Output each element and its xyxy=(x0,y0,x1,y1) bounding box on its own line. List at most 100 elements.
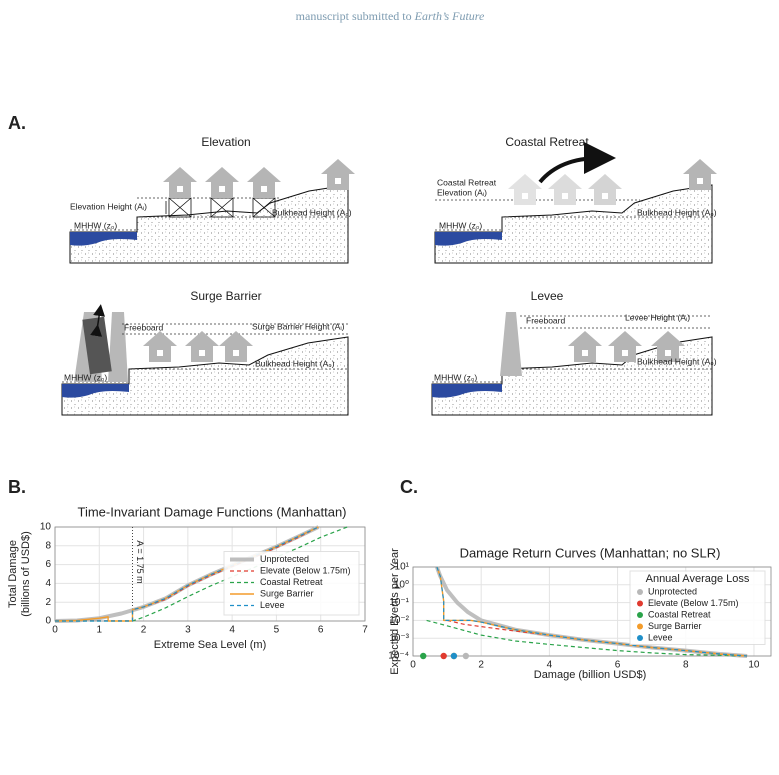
diagram-label: Elevation (Aᵢ) xyxy=(437,187,487,197)
house-roof xyxy=(588,174,622,189)
series-line xyxy=(55,526,348,622)
x-tick-label: 0 xyxy=(410,660,416,671)
x-tick-label: 3 xyxy=(185,625,191,636)
diagram-label: Bulkhead Height (A₀) xyxy=(255,358,335,368)
house-roof xyxy=(185,331,219,346)
legend-marker xyxy=(637,635,643,641)
legend-label: Surge Barrier xyxy=(648,621,702,631)
house-window xyxy=(335,178,341,184)
x-tick-label: 10 xyxy=(748,660,760,671)
diagram-label: Freeboard xyxy=(526,315,565,325)
diagram-label: Levee Height (Aᵢ) xyxy=(625,312,690,322)
diagram-title: Surge Barrier xyxy=(190,289,261,303)
annotation: A = 1.75 m xyxy=(135,540,145,583)
house-window xyxy=(602,193,608,199)
house-roof xyxy=(205,167,239,182)
legend-label: Coastal Retreat xyxy=(648,609,711,619)
retreat-arrow xyxy=(538,142,616,184)
diagram-label: MHHW (z₀) xyxy=(434,372,477,382)
water xyxy=(70,232,137,246)
y-tick-label: 10⁰ xyxy=(394,579,409,590)
y-tick-label: 10⁻³ xyxy=(389,633,409,644)
house-window xyxy=(582,350,588,356)
y-tick-label: 10 xyxy=(40,522,52,533)
legend-marker xyxy=(637,623,643,630)
y-axis-label: Total Damage xyxy=(7,540,19,608)
legend-label: Surge Barrier xyxy=(260,588,314,598)
ground xyxy=(434,184,713,264)
house-roof xyxy=(683,159,717,174)
plot-frame xyxy=(412,566,772,657)
legend-marker xyxy=(637,589,643,595)
legend-title: Annual Average Loss xyxy=(646,573,750,585)
series-line xyxy=(426,619,741,657)
house-window xyxy=(562,193,568,199)
header-text: manuscript submitted to xyxy=(296,9,412,23)
house-window xyxy=(157,350,163,356)
x-axis-label: Damage (billion USD$) xyxy=(534,669,647,681)
house-window xyxy=(233,350,239,356)
water xyxy=(432,384,502,398)
legend-box xyxy=(223,551,360,616)
chart-title: Time-Invariant Damage Functions (Manhatt… xyxy=(77,504,346,519)
gate-arrow xyxy=(90,304,106,337)
ground xyxy=(61,336,349,416)
x-tick-label: 6 xyxy=(615,660,621,671)
y-tick-label: 4 xyxy=(45,578,51,589)
diagram-label: MHHW (z₀) xyxy=(64,372,107,382)
legend-box xyxy=(629,570,766,645)
chart-title: Damage Return Curves (Manhattan; no SLR) xyxy=(460,545,721,560)
x-axis-label: Extreme Sea Level (m) xyxy=(154,639,266,651)
series-line xyxy=(436,566,748,657)
house-window xyxy=(219,186,225,192)
diagram-title: Levee xyxy=(531,289,564,303)
house-roof xyxy=(651,331,685,346)
diagram-label: Elevation Height (Aᵢ) xyxy=(70,201,147,211)
x-tick-label: 4 xyxy=(229,625,235,636)
aal-marker xyxy=(420,652,427,660)
diagram-label: Surge Barrier Height (Aᵢ) xyxy=(252,321,345,331)
diagram-label: Freeboard xyxy=(124,322,163,332)
x-tick-label: 7 xyxy=(362,625,368,636)
y-tick-label: 2 xyxy=(45,597,51,608)
aal-marker xyxy=(440,652,447,660)
y-tick-label: 6 xyxy=(45,559,51,570)
y-axis-label: (billions of USD$) xyxy=(20,531,32,617)
x-tick-label: 8 xyxy=(683,660,689,671)
diagram-label: Bulkhead Height (A₀) xyxy=(272,207,352,217)
y-tick-label: 0 xyxy=(45,616,51,627)
diagram-label: Bulkhead Height (A₀) xyxy=(637,356,717,366)
house-roof xyxy=(548,174,582,189)
diagram-title: Elevation xyxy=(201,135,250,149)
house-roof xyxy=(608,331,642,346)
panel-label: A. xyxy=(8,113,26,133)
house-window xyxy=(522,193,528,199)
barrier xyxy=(108,312,128,382)
house-window xyxy=(199,350,205,356)
diagram-label: MHHW (z₀) xyxy=(74,220,117,230)
x-tick-label: 2 xyxy=(141,625,147,636)
stilts xyxy=(168,197,192,218)
x-tick-label: 2 xyxy=(478,660,484,671)
house-window xyxy=(622,350,628,356)
y-tick-label: 10⁻¹ xyxy=(389,597,409,608)
house-window xyxy=(697,178,703,184)
panel-label: B. xyxy=(8,477,26,497)
x-tick-label: 1 xyxy=(97,625,103,636)
legend-label: Unprotected xyxy=(260,554,309,564)
diagram-label: MHHW (z₀) xyxy=(439,220,482,230)
header-journal: Earth’s Future xyxy=(414,9,485,23)
y-tick-label: 10⁻² xyxy=(389,615,409,626)
diagram-title: Coastal Retreat xyxy=(505,135,589,149)
house-window xyxy=(177,186,183,192)
house-roof xyxy=(321,159,355,174)
diagram-label: Bulkhead Height (A₀) xyxy=(637,207,717,217)
header: manuscript submitted to Earth’s Future xyxy=(296,9,485,23)
water xyxy=(62,384,129,398)
legend-label: Elevate (Below 1.75m) xyxy=(648,598,739,608)
legend-marker xyxy=(637,600,643,607)
x-tick-label: 0 xyxy=(52,625,58,636)
house-roof xyxy=(508,174,542,189)
plot-frame xyxy=(54,526,366,622)
